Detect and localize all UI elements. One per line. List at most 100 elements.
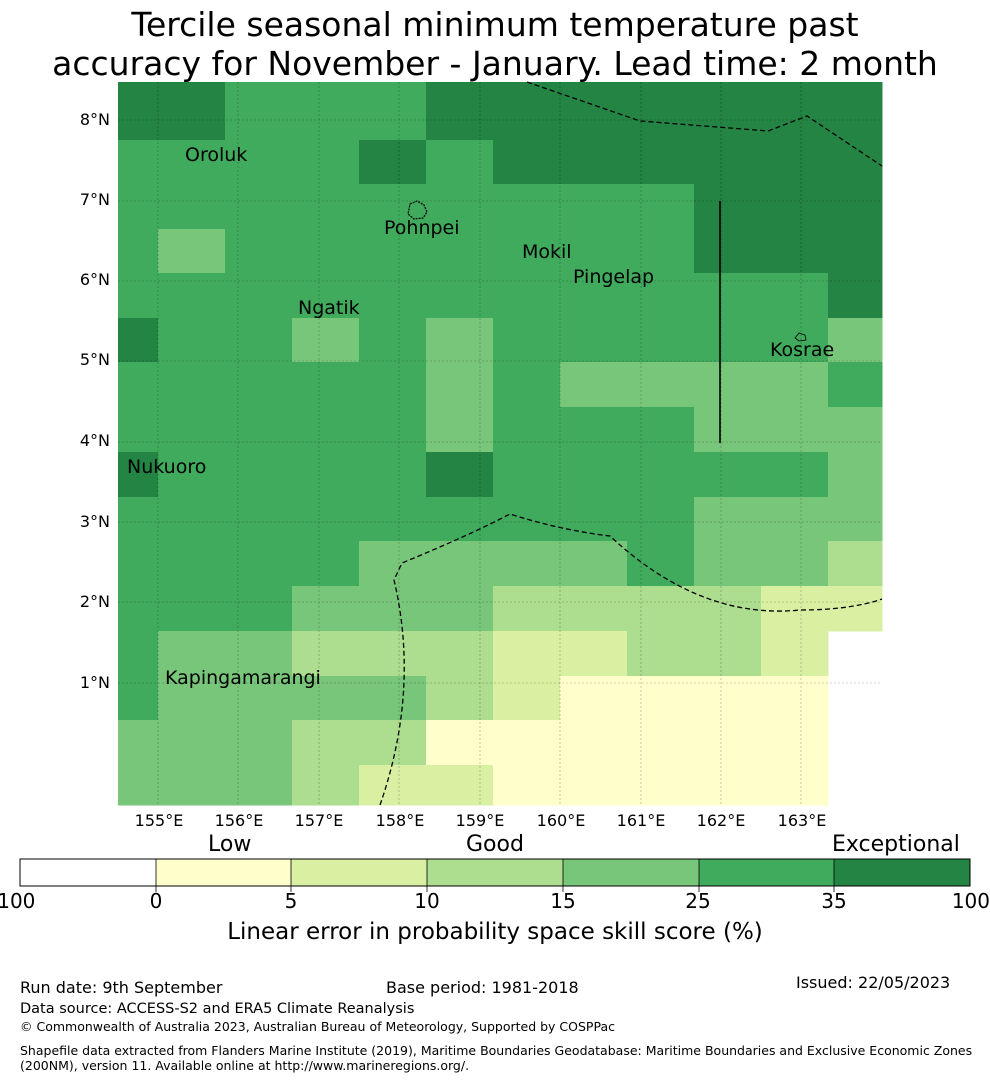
skill-cell bbox=[158, 407, 226, 453]
skill-cell bbox=[225, 765, 293, 806]
skill-cell bbox=[627, 586, 695, 632]
skill-cell bbox=[158, 586, 226, 632]
skill-cell bbox=[292, 318, 360, 363]
skill-cell bbox=[627, 229, 695, 274]
skill-cell bbox=[118, 184, 159, 230]
skill-cell bbox=[158, 765, 226, 806]
skill-cell bbox=[118, 318, 159, 363]
issued-date: Issued: 22/05/2023 bbox=[796, 973, 951, 992]
skill-cell bbox=[225, 631, 293, 677]
skill-cell bbox=[158, 140, 226, 185]
skill-cell bbox=[426, 676, 494, 721]
skill-cell bbox=[627, 407, 695, 453]
skill-cell bbox=[493, 765, 561, 806]
colorbar bbox=[19, 858, 971, 892]
skill-cell bbox=[493, 676, 561, 721]
skill-cell bbox=[359, 407, 427, 453]
skill-cell bbox=[627, 82, 695, 141]
lat-label: 5°N bbox=[79, 350, 110, 369]
skill-cell bbox=[560, 720, 628, 766]
skill-cell bbox=[761, 541, 829, 587]
skill-cell bbox=[694, 676, 762, 721]
skill-cell bbox=[694, 82, 762, 141]
skill-cell bbox=[828, 497, 883, 542]
place-kosrae: Kosrae bbox=[770, 339, 834, 361]
skill-cell bbox=[627, 273, 695, 319]
skill-cell bbox=[292, 362, 360, 408]
map-title-line-2: accuracy for November - January. Lead ti… bbox=[52, 44, 938, 83]
skill-cell bbox=[225, 676, 293, 721]
skill-cell bbox=[426, 586, 494, 632]
colorbar-swatch bbox=[427, 859, 563, 886]
island-outlines bbox=[407, 200, 807, 342]
skill-cell bbox=[560, 586, 628, 632]
lat-label: 8°N bbox=[79, 110, 110, 129]
skill-cell bbox=[694, 318, 762, 363]
skill-cell bbox=[627, 452, 695, 498]
lon-label: 157°E bbox=[294, 811, 344, 830]
skill-cell bbox=[828, 184, 883, 230]
skill-cell bbox=[560, 676, 628, 721]
skill-cell bbox=[292, 765, 360, 806]
shapefile-credit-2: (200NM), version 11. Available online at… bbox=[20, 1058, 470, 1073]
data-source: Data source: ACCESS-S2 and ERA5 Climate … bbox=[20, 1001, 415, 1017]
skill-cell bbox=[225, 318, 293, 363]
skill-cell bbox=[493, 497, 561, 542]
skill-cell bbox=[761, 140, 829, 185]
skill-cell bbox=[560, 82, 628, 141]
pohnpei-island bbox=[407, 200, 428, 220]
skill-cell bbox=[627, 318, 695, 363]
skill-cell bbox=[359, 229, 427, 274]
skill-cell bbox=[118, 452, 159, 498]
skill-cell bbox=[560, 765, 628, 806]
skill-cell bbox=[560, 229, 628, 274]
skill-cell bbox=[493, 140, 561, 185]
skill-cell bbox=[426, 82, 494, 141]
skill-cell bbox=[493, 586, 561, 632]
skill-cell bbox=[292, 407, 360, 453]
skill-cell bbox=[118, 676, 159, 721]
skill-cell bbox=[493, 407, 561, 453]
skill-cell bbox=[694, 631, 762, 677]
skill-cell bbox=[761, 318, 829, 363]
skill-cell bbox=[158, 82, 226, 141]
skill-cell bbox=[828, 140, 883, 185]
lon-label: 162°E bbox=[696, 811, 746, 830]
skill-cell bbox=[828, 273, 883, 319]
skill-cell bbox=[158, 273, 226, 319]
skill-cell bbox=[359, 586, 427, 632]
skill-cell bbox=[627, 765, 695, 806]
skill-cell bbox=[292, 497, 360, 542]
skill-cell bbox=[828, 407, 883, 453]
colorbar-tick: 10 bbox=[414, 889, 440, 913]
lon-label: 163°E bbox=[777, 811, 827, 830]
skill-cell bbox=[359, 184, 427, 230]
place-ngatik: Ngatik bbox=[298, 297, 360, 319]
lon-label: 158°E bbox=[375, 811, 425, 830]
skill-cell bbox=[761, 631, 829, 677]
skill-cell bbox=[118, 497, 159, 542]
skill-cell bbox=[560, 497, 628, 542]
skill-cell bbox=[560, 184, 628, 230]
skill-cell bbox=[493, 82, 561, 141]
eez-boundary-south bbox=[379, 513, 883, 806]
skill-cell bbox=[761, 676, 829, 721]
lat-label: 7°N bbox=[79, 190, 110, 209]
skill-cell bbox=[426, 765, 494, 806]
skill-cell bbox=[292, 720, 360, 766]
skill-cell bbox=[225, 452, 293, 498]
colorbar-tick: 15 bbox=[550, 889, 576, 913]
skill-cell bbox=[627, 362, 695, 408]
skill-cell bbox=[761, 407, 829, 453]
skill-cell bbox=[292, 631, 360, 677]
colorbar-tick: -100 bbox=[0, 889, 36, 913]
skill-cell bbox=[627, 720, 695, 766]
skill-cell bbox=[158, 229, 226, 274]
skill-cell bbox=[225, 229, 293, 274]
skill-cell bbox=[761, 452, 829, 498]
place-labels: Oroluk Pohnpei Mokil Pingelap Ngatik Kos… bbox=[127, 144, 834, 689]
skill-cell bbox=[560, 140, 628, 185]
skill-cell bbox=[359, 318, 427, 363]
place-oroluk: Oroluk bbox=[185, 144, 247, 166]
colorbar-category-good: Good bbox=[466, 832, 524, 857]
